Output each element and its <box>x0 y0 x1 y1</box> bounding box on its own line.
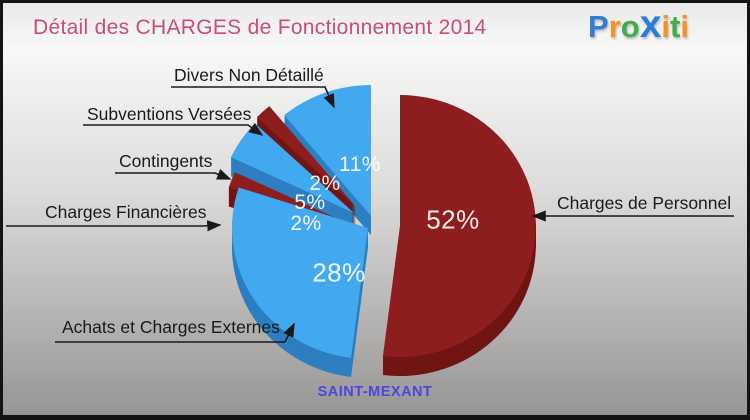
logo-letter: i <box>680 9 689 44</box>
pie-percent-label: 5% <box>294 191 326 214</box>
slice-label-charges-de-personnel: Charges de Personnel <box>557 193 732 213</box>
pie-percent-label: 2% <box>309 172 341 195</box>
pie-slice-contingents <box>230 123 354 213</box>
logo-letter: i <box>661 9 671 44</box>
pie-slice-subventions-vers-es <box>256 106 356 207</box>
slice-label-contingents: Contingents <box>119 151 213 171</box>
pie-percent-label: 11% <box>339 153 381 176</box>
logo-letter: P <box>588 9 609 44</box>
pie-slice-divers-non-d-taill- <box>284 85 371 216</box>
slice-label-divers-non-detaille: Divers Non Détaillé <box>174 65 324 85</box>
pie-percent-label: 28% <box>312 257 366 288</box>
slice-label-achats-charges-externes: Achats et Charges Externes <box>62 317 280 337</box>
logo-letter: t <box>670 9 681 44</box>
chart-title: Détail des CHARGES de Fonctionnement 201… <box>33 16 487 39</box>
commune-name: SAINT-MEXANT <box>317 384 433 400</box>
logo-letter: x <box>639 3 662 46</box>
pie-percent-label: 2% <box>290 212 322 235</box>
proxiti-logo: Proxiti <box>588 5 689 45</box>
pie-percent-label: 52% <box>426 204 480 235</box>
slice-label-charges-financieres: Charges Financières <box>45 202 207 222</box>
pie-slice-charges-financi-res <box>228 172 358 228</box>
pie-chart <box>228 85 536 377</box>
logo-letter: r <box>608 9 621 44</box>
slice-label-subventions-versees: Subventions Versées <box>87 104 252 124</box>
logo-letter: o <box>620 9 640 44</box>
pie-slice-achats-et-charges-externes <box>232 187 368 358</box>
pie-slice-charges-de-personnel <box>383 95 536 357</box>
